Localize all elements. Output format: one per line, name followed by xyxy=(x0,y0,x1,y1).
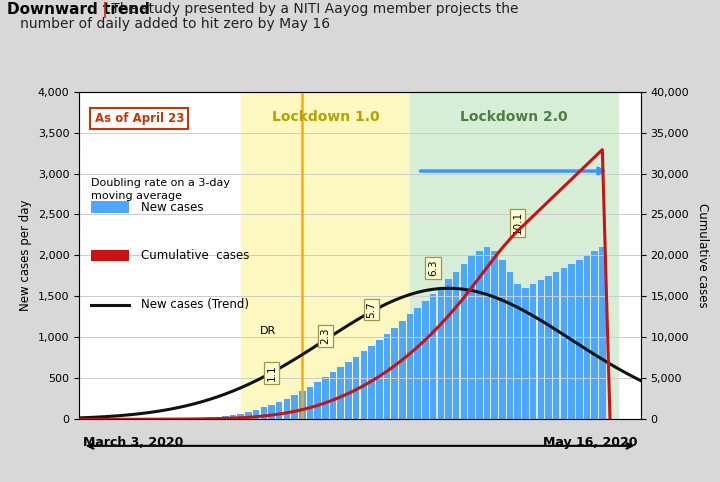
Bar xyxy=(599,247,606,419)
Bar xyxy=(384,334,390,419)
Text: March 3, 2020: March 3, 2020 xyxy=(83,436,183,449)
Text: 6.3: 6.3 xyxy=(428,259,438,276)
Bar xyxy=(499,260,505,419)
Bar xyxy=(368,346,375,419)
Text: May 16, 2020: May 16, 2020 xyxy=(543,436,637,449)
Bar xyxy=(192,418,198,419)
Text: DR: DR xyxy=(259,326,276,336)
Bar xyxy=(476,252,482,419)
Bar xyxy=(545,276,552,419)
Text: The study presented by a NITI Aayog member projects the: The study presented by a NITI Aayog memb… xyxy=(107,2,518,16)
Bar xyxy=(292,395,298,419)
Text: 10.1: 10.1 xyxy=(513,211,523,234)
Text: Downward trend: Downward trend xyxy=(7,2,150,17)
Bar xyxy=(269,404,275,419)
Bar xyxy=(453,272,459,419)
Y-axis label: New cases per day: New cases per day xyxy=(19,200,32,311)
Bar xyxy=(415,308,421,419)
Bar xyxy=(561,268,567,419)
Bar xyxy=(261,407,267,419)
Bar xyxy=(507,272,513,419)
Bar xyxy=(392,328,398,419)
Bar xyxy=(591,252,598,419)
Text: 2.3: 2.3 xyxy=(320,327,330,344)
Bar xyxy=(445,279,451,419)
Text: Doubling rate on a 3-day
moving average: Doubling rate on a 3-day moving average xyxy=(91,178,230,201)
Bar xyxy=(222,416,229,419)
Bar xyxy=(276,402,282,419)
Bar xyxy=(361,351,367,419)
Bar xyxy=(299,390,305,419)
Bar xyxy=(530,284,536,419)
Bar xyxy=(584,255,590,419)
Bar xyxy=(553,272,559,419)
Bar xyxy=(184,418,190,419)
Bar xyxy=(484,247,490,419)
Bar xyxy=(207,417,213,419)
Text: New cases: New cases xyxy=(140,201,203,214)
Bar xyxy=(576,260,582,419)
Bar xyxy=(338,367,344,419)
Bar xyxy=(230,415,236,419)
Bar xyxy=(376,340,382,419)
Bar xyxy=(238,414,244,419)
Bar xyxy=(284,399,290,419)
Text: Lockdown 1.0: Lockdown 1.0 xyxy=(271,109,379,123)
Bar xyxy=(91,201,129,213)
Bar xyxy=(215,417,221,419)
Y-axis label: Cumulative cases: Cumulative cases xyxy=(696,203,708,308)
Bar xyxy=(522,288,528,419)
Bar xyxy=(91,250,129,261)
Bar xyxy=(514,284,521,419)
Bar xyxy=(568,264,575,419)
Bar xyxy=(322,377,328,419)
Text: Cumulative  cases: Cumulative cases xyxy=(140,249,249,262)
Bar xyxy=(345,362,352,419)
Bar xyxy=(422,301,428,419)
Text: New cases (Trend): New cases (Trend) xyxy=(140,298,248,311)
Bar xyxy=(438,287,444,419)
Text: As of April 23: As of April 23 xyxy=(94,112,184,125)
Bar xyxy=(407,314,413,419)
Text: 1.1: 1.1 xyxy=(266,364,276,381)
Bar xyxy=(246,412,252,419)
Bar xyxy=(240,92,410,419)
Bar xyxy=(491,252,498,419)
Bar xyxy=(399,321,405,419)
Bar xyxy=(330,372,336,419)
Bar xyxy=(199,418,206,419)
Bar xyxy=(253,410,259,419)
Bar xyxy=(353,357,359,419)
Text: 5.7: 5.7 xyxy=(366,301,377,318)
Text: Lockdown 2.0: Lockdown 2.0 xyxy=(460,109,567,123)
Bar xyxy=(307,387,313,419)
Bar xyxy=(461,264,467,419)
Bar xyxy=(468,255,474,419)
Bar xyxy=(176,418,182,419)
Text: |: | xyxy=(97,2,108,18)
Bar xyxy=(430,294,436,419)
Text: number of daily added to hit zero by May 16: number of daily added to hit zero by May… xyxy=(7,17,330,31)
Bar xyxy=(315,382,321,419)
Bar xyxy=(538,280,544,419)
Bar xyxy=(410,92,618,419)
